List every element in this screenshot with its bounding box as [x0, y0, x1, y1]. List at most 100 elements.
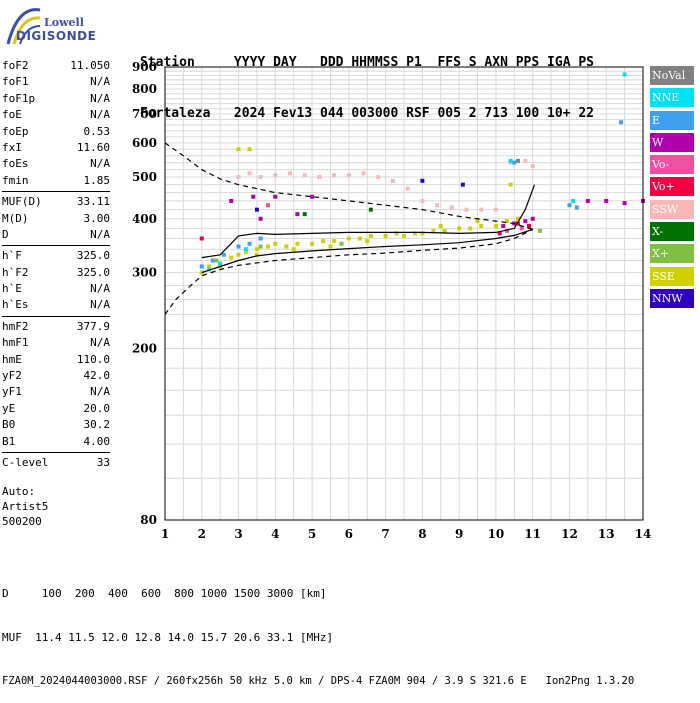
- param-row: M(D) 3.00: [2, 211, 110, 227]
- echo-point: [449, 205, 454, 210]
- param-row: D N/A: [2, 227, 110, 243]
- x-tick-label: 2: [198, 527, 206, 541]
- echo-point: [236, 244, 241, 249]
- echo-point: [574, 205, 579, 210]
- echo-point: [258, 236, 263, 241]
- param-value: 325.0: [76, 249, 110, 263]
- x-tick-label: 8: [418, 527, 426, 541]
- header-value-6: 005: [437, 106, 469, 121]
- header-label-11: PS: [578, 55, 602, 70]
- param-value: 377.9: [76, 319, 110, 333]
- header-label-8: AXN: [484, 55, 516, 70]
- param-name: foF2: [2, 59, 29, 72]
- header-labels: Station YYYY DAY DDD HHMMSS P1 FFS S AXN…: [140, 54, 602, 71]
- echo-point: [236, 147, 241, 152]
- param-value: N/A: [90, 75, 110, 89]
- param-row: foE N/A: [2, 107, 110, 123]
- legend-item-e: E: [650, 110, 694, 130]
- echo-point: [501, 223, 506, 228]
- echo-point: [247, 171, 252, 176]
- echo-point: [431, 228, 436, 233]
- echo-point: [254, 247, 259, 252]
- echo-point: [288, 171, 293, 176]
- echo-point: [394, 231, 399, 236]
- echo-point: [604, 198, 609, 203]
- y-tick-label: 800: [132, 82, 157, 96]
- param-name: D: [2, 227, 9, 241]
- header-value-10: 10+: [547, 106, 579, 121]
- param-row: hmE 110.0: [2, 352, 110, 368]
- param-row: h`Es N/A: [2, 297, 110, 313]
- footer: D 100 200 400 600 800 1000 1500 3000 [km…: [2, 558, 634, 703]
- chart-ticks: 1 2 3 4 5 6 7 8 9 10 11 12 13 14802003004005006007008…: [132, 60, 651, 541]
- echo-point: [368, 233, 373, 238]
- echo-point: [368, 207, 373, 212]
- echo-point: [258, 216, 263, 221]
- echo-point: [236, 252, 241, 257]
- echo-point: [321, 239, 326, 244]
- legend-item-w: W: [650, 132, 694, 152]
- param-row: foF2 11.050: [2, 58, 110, 74]
- x-tick-label: 7: [381, 527, 389, 541]
- param-name: C-level: [2, 455, 49, 469]
- param-row: foEp 0.53: [2, 124, 110, 140]
- echo-point: [530, 164, 535, 169]
- echo-point: [236, 175, 241, 180]
- param-name: foF1: [2, 75, 29, 89]
- station-header: Station YYYY DAY DDD HHMMSS P1 FFS S AXN…: [140, 20, 602, 139]
- echo-point: [243, 249, 248, 254]
- param-row: foF1 N/A: [2, 74, 110, 90]
- chart-curves: [164, 142, 536, 315]
- param-row: B1 4.00: [2, 434, 110, 450]
- header-label-4: HHMMSS: [351, 55, 407, 70]
- param-value: N/A: [90, 336, 110, 350]
- param-row: fxI 11.60: [2, 140, 110, 156]
- echo-point: [199, 270, 204, 275]
- legend-item-vo: Vo+: [650, 177, 694, 197]
- param-row: MUF(D) 33.11: [2, 194, 110, 210]
- echo-point: [332, 239, 337, 244]
- echo-point: [515, 216, 520, 221]
- echo-point: [346, 236, 351, 241]
- echo-point: [247, 147, 252, 152]
- param-separator: [2, 245, 110, 247]
- param-value: N/A: [90, 157, 110, 171]
- logo-lowell: Lowell: [44, 16, 84, 29]
- echo-point: [585, 198, 590, 203]
- header-value-9: 100: [515, 106, 548, 121]
- echo-point: [254, 252, 259, 257]
- echo-point: [479, 207, 484, 212]
- echo-point: [493, 223, 498, 228]
- x-tick-label: 9: [455, 527, 463, 541]
- legend-item-nnw: NNW: [650, 288, 694, 308]
- header-value-4: 003000: [351, 106, 407, 121]
- y-tick-label: 900: [132, 60, 157, 74]
- header-value-8: 713: [484, 106, 516, 121]
- param-name: fmin: [2, 173, 29, 187]
- param-value: 11.050: [70, 59, 110, 72]
- artist-version: Artist5: [2, 500, 49, 513]
- header-values: Fortaleza 2024 Fev13 044 003000 RSF 005 …: [140, 105, 602, 122]
- scaled-parameters: foF2 11.050 foF1 N/A foF1p N/A foE N/A foEp 0.53 f…: [2, 58, 110, 471]
- echo-point: [317, 175, 322, 180]
- legend-item-ssw: SSW: [650, 199, 694, 219]
- header-value-1: 2024: [233, 106, 274, 121]
- echo-point: [328, 244, 333, 249]
- echo-point: [218, 261, 223, 266]
- echo-point: [273, 194, 278, 199]
- echo-point: [365, 239, 370, 244]
- param-value: N/A: [90, 298, 110, 312]
- param-name: foEp: [2, 124, 29, 138]
- echo-point: [295, 212, 300, 217]
- legend-item-sse: SSE: [650, 266, 694, 286]
- echo-point: [420, 198, 425, 203]
- y-tick-label: 600: [132, 136, 157, 150]
- header-label-2: DAY: [273, 55, 321, 70]
- param-row: fmin 1.85: [2, 173, 110, 189]
- echo-point: [273, 241, 278, 246]
- param-name: foF1p: [2, 91, 36, 105]
- echo-point: [567, 203, 572, 208]
- logo-digisonde: DIGISONDE: [16, 29, 97, 43]
- echo-point: [207, 267, 212, 272]
- x-tick-label: 1: [161, 527, 169, 541]
